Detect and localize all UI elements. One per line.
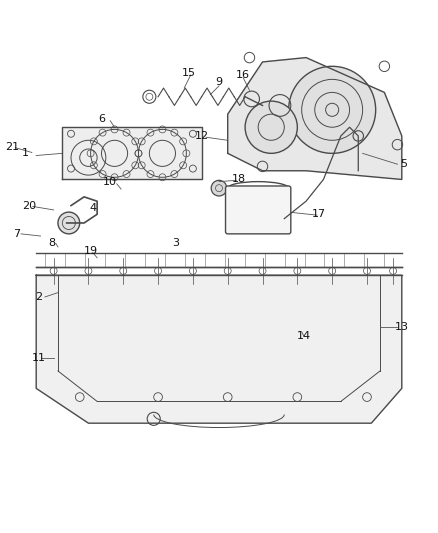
Text: 11: 11	[32, 353, 46, 363]
Circle shape	[289, 66, 376, 154]
Text: 18: 18	[232, 174, 246, 184]
Text: 10: 10	[103, 176, 117, 187]
Text: 21: 21	[5, 142, 19, 152]
Polygon shape	[62, 127, 201, 180]
Text: 17: 17	[312, 209, 326, 219]
Text: 20: 20	[23, 200, 37, 211]
Text: 12: 12	[194, 131, 208, 141]
Text: 15: 15	[181, 68, 195, 78]
Text: 19: 19	[84, 246, 98, 256]
Text: 6: 6	[98, 114, 105, 124]
Text: 14: 14	[297, 331, 311, 341]
Circle shape	[58, 212, 80, 234]
Text: 1: 1	[22, 148, 29, 158]
Circle shape	[245, 101, 297, 154]
Polygon shape	[228, 58, 402, 180]
Text: 13: 13	[395, 322, 409, 333]
Text: 9: 9	[215, 77, 223, 86]
Polygon shape	[36, 275, 402, 423]
Text: 8: 8	[48, 238, 55, 247]
Text: 5: 5	[400, 159, 407, 169]
Text: 16: 16	[236, 70, 250, 80]
Text: 4: 4	[89, 203, 96, 213]
Text: 2: 2	[35, 292, 42, 302]
Circle shape	[211, 180, 227, 196]
Text: 3: 3	[172, 238, 179, 247]
Text: 7: 7	[13, 229, 20, 239]
FancyBboxPatch shape	[226, 186, 291, 234]
